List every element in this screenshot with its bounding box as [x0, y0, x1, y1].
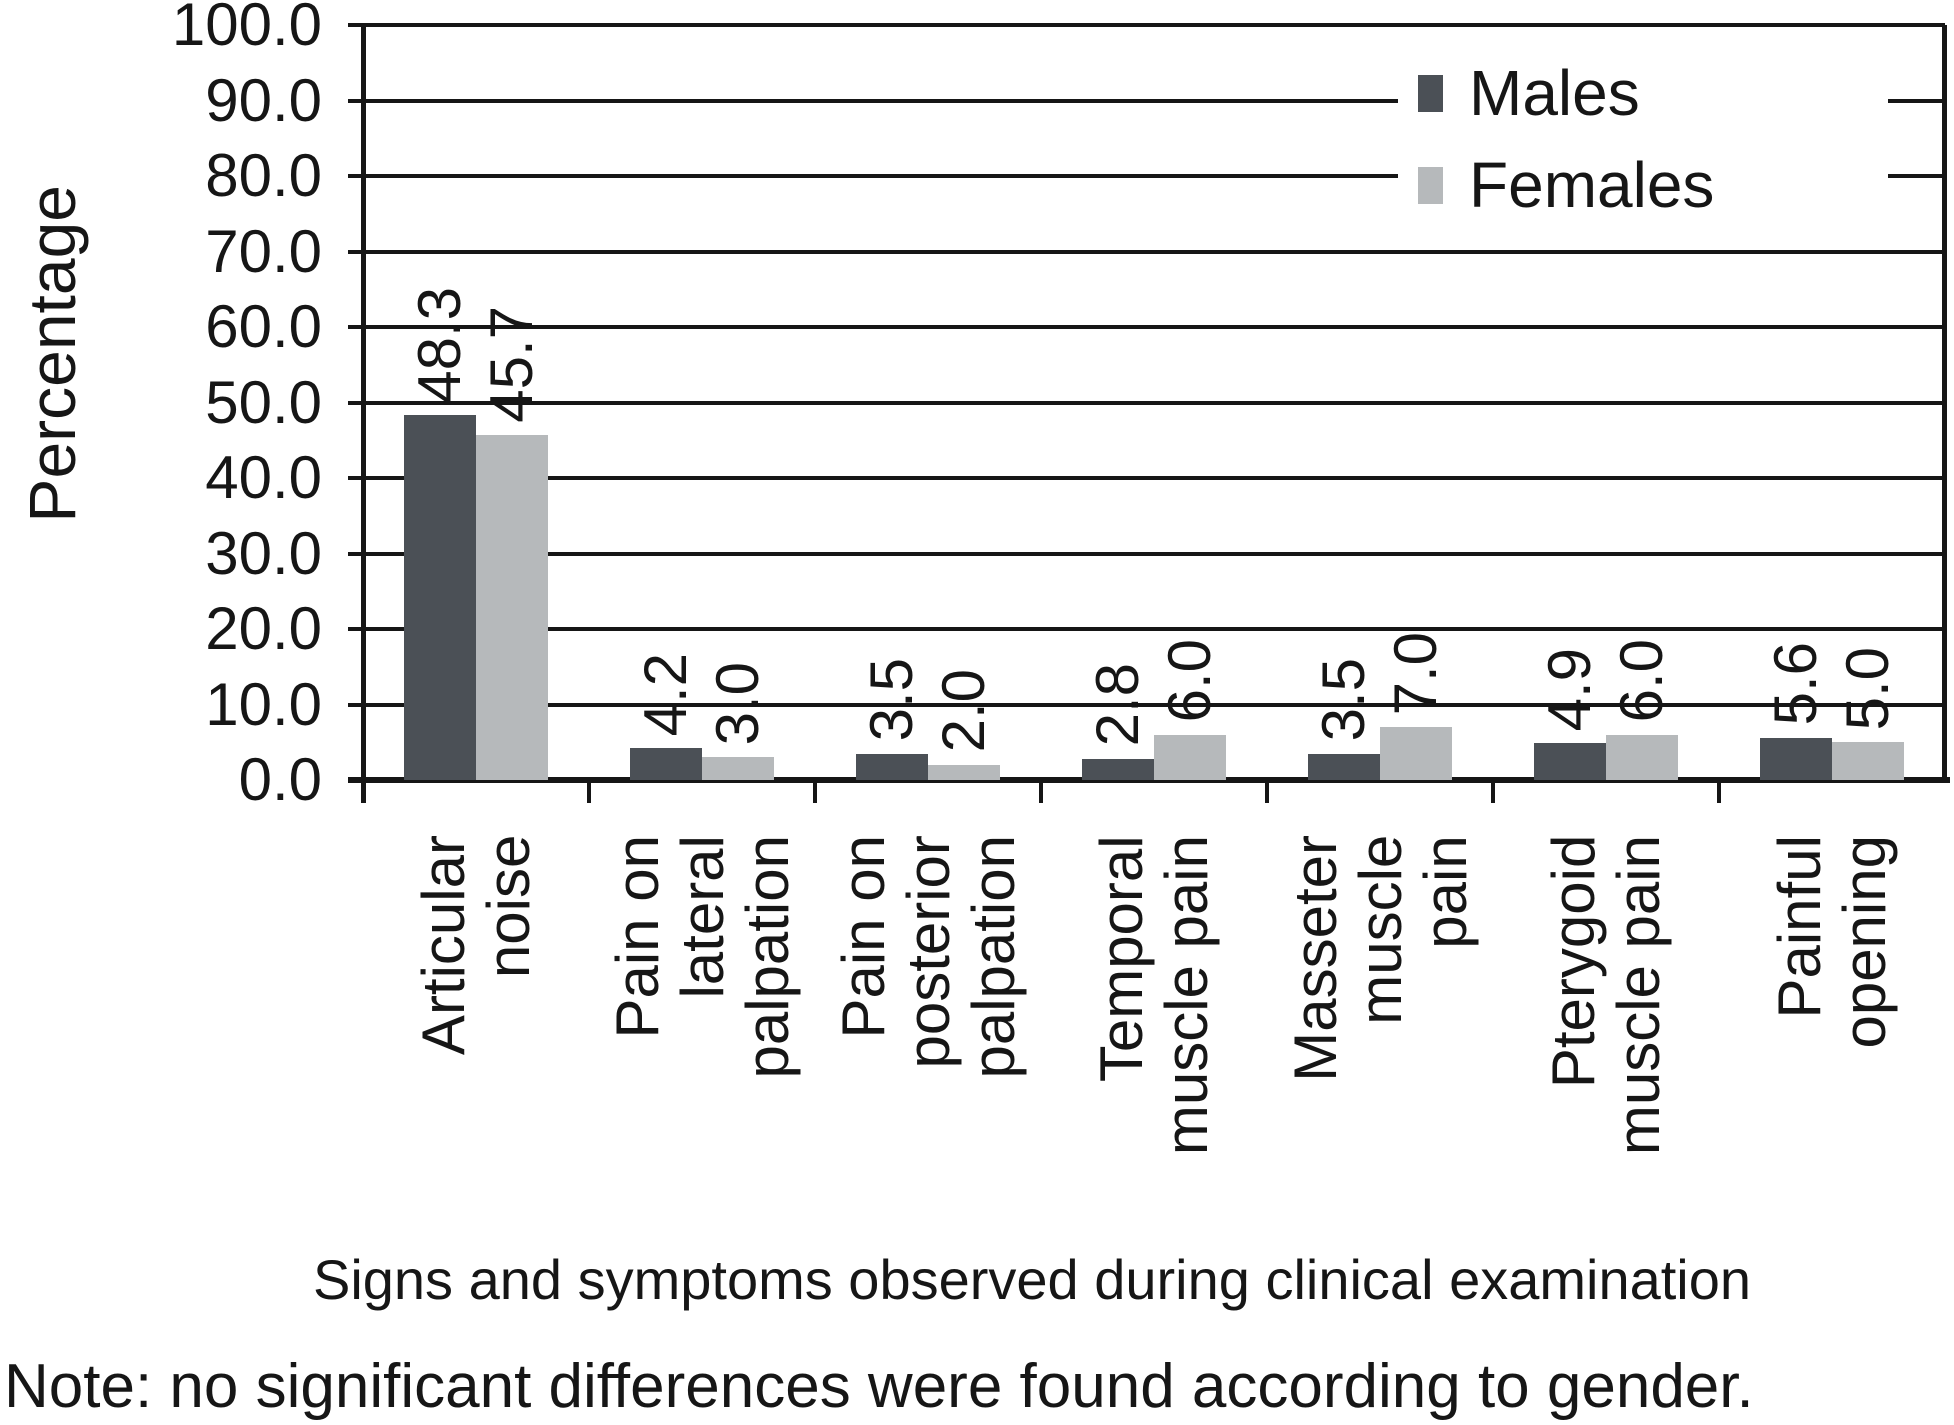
value-label: 48.3: [406, 286, 473, 404]
category-label: Masseter muscle pain: [1281, 835, 1479, 1082]
x-axis-tick: [587, 780, 591, 803]
category-label: Painful opening: [1766, 835, 1898, 1049]
y-tick-label: 20.0: [205, 595, 322, 662]
value-label: 6.0: [1156, 639, 1223, 723]
category-label: Pain on posterior palpation: [829, 835, 1027, 1079]
x-axis-title: Signs and symptoms observed during clini…: [312, 1248, 1752, 1311]
gridline: [348, 551, 1945, 556]
y-axis-title: Percentage: [15, 185, 89, 523]
gridline: [348, 627, 1945, 631]
x-axis-tick: [1039, 780, 1043, 803]
value-label: 6.0: [1608, 639, 1675, 723]
value-label: 5.0: [1834, 646, 1901, 731]
y-tick-label: 0.0: [238, 746, 322, 813]
category-label: Temporal muscle pain: [1088, 835, 1220, 1156]
y-tick-label: 60.0: [205, 293, 322, 360]
bar-males-4: [1308, 753, 1380, 780]
bar-females-0: [476, 434, 548, 780]
females-swatch-icon: [1418, 166, 1443, 204]
x-axis-tick: [813, 780, 817, 803]
bar-males-3: [1082, 758, 1154, 780]
y-tick-label: 10.0: [205, 670, 322, 738]
bar-females-2: [928, 764, 1000, 780]
gridline: [348, 400, 1945, 405]
value-label: 3.0: [704, 661, 771, 746]
value-label: 4.2: [632, 652, 699, 737]
value-label: 2.0: [930, 669, 997, 753]
y-axis-line: [361, 25, 366, 803]
bar-females-4: [1380, 727, 1452, 780]
gridline: [348, 98, 1945, 103]
bar-males-5: [1534, 743, 1606, 780]
category-label: Articular noise: [410, 835, 542, 1056]
bar-males-0: [404, 415, 476, 780]
gridline: [348, 174, 1945, 178]
y-tick-label: 70.0: [205, 217, 322, 285]
bar-males-1: [630, 748, 702, 780]
value-label: 3.5: [1310, 658, 1377, 742]
y-tick-label: 80.0: [205, 142, 322, 209]
legend-label-females: Females: [1469, 149, 1715, 221]
y-tick-label: 100.0: [171, 0, 322, 58]
bar-males-6: [1760, 737, 1832, 780]
value-label: 5.6: [1762, 642, 1829, 726]
y-tick-label: 30.0: [205, 519, 322, 587]
gridline: [348, 249, 1945, 254]
bar-females-5: [1606, 734, 1678, 780]
x-axis-line: [348, 777, 1950, 783]
value-label: 3.5: [858, 658, 925, 742]
y-tick-label: 90.0: [205, 66, 322, 134]
males-swatch-icon: [1418, 74, 1443, 112]
value-label: 45.7: [478, 306, 545, 423]
bar-females-3: [1154, 734, 1226, 780]
value-label: 4.9: [1536, 647, 1603, 732]
y-tick-label: 50.0: [205, 368, 322, 436]
bar-females-6: [1832, 742, 1904, 780]
x-axis-tick: [1491, 780, 1495, 803]
value-label: 2.8: [1084, 663, 1151, 747]
gridline: [348, 476, 1945, 480]
x-axis-tick: [1717, 780, 1721, 803]
gridline: [348, 325, 1945, 329]
y-tick-label: 40.0: [205, 444, 322, 511]
x-axis-tick: [1265, 780, 1269, 803]
gridline: [348, 23, 1945, 27]
legend-label-males: Males: [1469, 57, 1640, 129]
plot-right-border: [1942, 25, 1947, 780]
legend: Males Females: [1398, 45, 1888, 235]
legend-item-females: Females: [1418, 147, 1714, 223]
gridline: [348, 702, 1945, 707]
bar-females-1: [702, 757, 774, 780]
category-label: Pterygoid muscle pain: [1540, 835, 1672, 1156]
note-text: Note: no significant differences were fo…: [4, 1352, 1754, 1421]
category-label: Pain on lateral palpation: [603, 835, 801, 1079]
value-label: 7.0: [1382, 631, 1449, 716]
bar-males-2: [856, 753, 928, 780]
legend-item-males: Males: [1418, 55, 1640, 131]
